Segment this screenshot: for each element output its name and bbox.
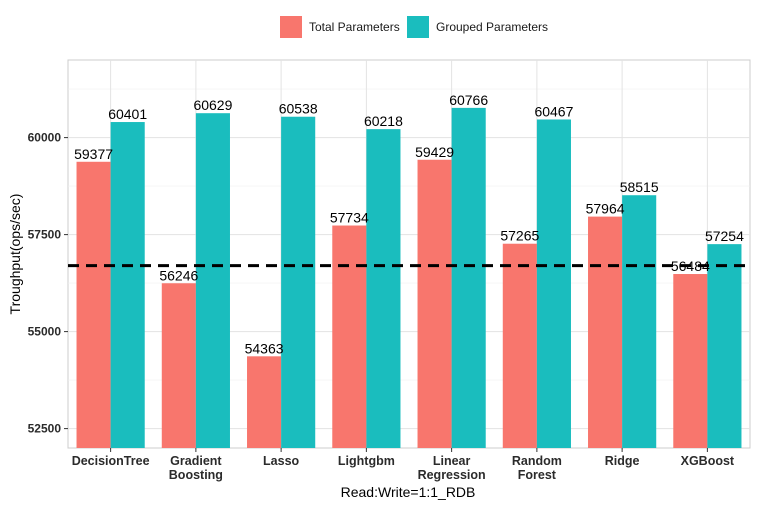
x-tick-label: Linear Regression bbox=[418, 454, 486, 482]
bar bbox=[195, 113, 230, 449]
data-label: 57254 bbox=[705, 228, 744, 244]
bar bbox=[247, 356, 282, 448]
x-axis: DecisionTree Gradient Boosting Lasso Lightgb… bbox=[72, 448, 735, 482]
x-tick-label: Lasso bbox=[263, 454, 299, 468]
bar bbox=[707, 244, 742, 448]
legend-label: Grouped Parameters bbox=[436, 20, 548, 34]
y-axis-title: Troughput(ops/sec) bbox=[7, 194, 23, 315]
x-tick-label-line: Lightgbm bbox=[338, 454, 395, 468]
data-label: 58515 bbox=[620, 179, 659, 195]
x-tick-label: Ridge bbox=[605, 454, 640, 468]
x-tick-label: Random Forest bbox=[512, 454, 562, 482]
legend-swatch bbox=[407, 16, 429, 38]
data-label: 60401 bbox=[108, 106, 147, 122]
data-label: 60538 bbox=[279, 101, 318, 117]
bar bbox=[417, 159, 452, 448]
data-label: 59429 bbox=[415, 144, 454, 160]
x-tick-label-line: Random bbox=[512, 454, 562, 468]
data-label: 60766 bbox=[449, 92, 488, 108]
x-tick-label-line: Boosting bbox=[169, 468, 223, 482]
data-label: 57265 bbox=[500, 228, 539, 244]
y-tick-label: 57500 bbox=[28, 228, 62, 242]
x-tick-label: DecisionTree bbox=[72, 454, 150, 468]
data-label: 56246 bbox=[159, 267, 198, 283]
bar bbox=[161, 283, 196, 448]
y-tick-label: 52500 bbox=[28, 422, 62, 436]
legend-label: Total Parameters bbox=[309, 20, 400, 34]
data-label: 60218 bbox=[364, 113, 403, 129]
x-tick-label: Gradient Boosting bbox=[169, 454, 223, 482]
bar bbox=[502, 243, 537, 448]
legend-swatch bbox=[280, 16, 302, 38]
x-tick-label-line: Gradient bbox=[170, 454, 222, 468]
bar bbox=[281, 116, 316, 449]
x-tick-label-line: Ridge bbox=[605, 454, 640, 468]
plot-area: 59377 60401 56246 60629 54363 60538 57734 60218… bbox=[67, 59, 751, 449]
bar bbox=[110, 122, 145, 448]
bar bbox=[366, 129, 401, 448]
x-axis-title: Read:Write=1:1_RDB bbox=[341, 484, 476, 500]
bar bbox=[588, 216, 623, 448]
data-label: 56484 bbox=[671, 258, 710, 274]
x-tick-label-line: Regression bbox=[418, 468, 486, 482]
data-label: 57964 bbox=[586, 201, 625, 217]
bar bbox=[451, 107, 486, 448]
y-tick-label: 55000 bbox=[28, 325, 62, 339]
y-tick-label: 60000 bbox=[28, 131, 62, 145]
data-label: 59377 bbox=[74, 146, 113, 162]
bar bbox=[76, 161, 111, 448]
x-tick-label-line: Lasso bbox=[263, 454, 299, 468]
x-tick-label-line: Linear bbox=[433, 454, 471, 468]
data-label: 57734 bbox=[330, 210, 369, 226]
data-label: 60629 bbox=[193, 97, 232, 113]
x-tick-label: XGBoost bbox=[681, 454, 735, 468]
bar bbox=[332, 225, 367, 448]
bar bbox=[622, 195, 657, 448]
y-axis: 52500 55000 57500 60000 bbox=[28, 131, 68, 436]
x-tick-label-line: XGBoost bbox=[681, 454, 735, 468]
data-label: 60467 bbox=[534, 103, 573, 119]
x-tick-label-line: DecisionTree bbox=[72, 454, 150, 468]
x-tick-label-line: Forest bbox=[518, 468, 557, 482]
legend: Total Parameters Grouped Parameters bbox=[280, 16, 548, 38]
data-label: 54363 bbox=[245, 340, 284, 356]
x-tick-label: Lightgbm bbox=[338, 454, 395, 468]
bar bbox=[673, 274, 708, 448]
bar bbox=[536, 119, 571, 448]
